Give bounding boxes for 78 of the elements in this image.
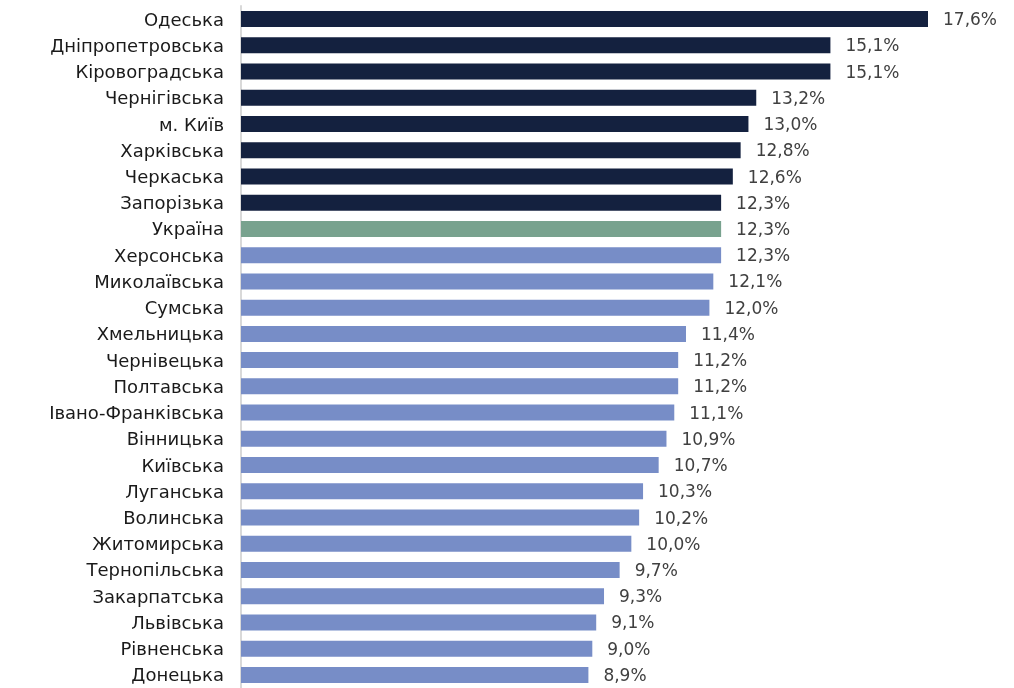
data-label: 11,4% [700,323,755,344]
y-tick-label: Запорізька [120,192,224,214]
bar [241,325,686,342]
data-label: 11,1% [689,402,744,423]
y-tick-label: Дніпропетровська [50,34,224,56]
y-tick-label: Чернівецька [105,349,224,371]
bar [241,168,733,185]
data-label: 12,3% [736,245,791,266]
data-label: 15,1% [845,35,900,56]
y-tick-label: Закарпатська [92,585,224,607]
y-tick-label: Житомирська [92,533,224,555]
data-label: 10,2% [654,507,709,528]
y-tick-label: Харківська [120,139,224,161]
data-label: 11,2% [693,350,748,371]
bar [241,404,675,421]
data-label: 8,9% [603,664,647,685]
bar [241,378,679,395]
bar [241,352,679,369]
data-label: 12,8% [755,140,810,161]
y-tick-label: Львівська [131,611,224,633]
y-tick-label: Донецька [131,664,224,686]
y-tick-label: Волинська [123,507,224,528]
y-tick-label: Сумська [144,297,224,319]
bar [241,194,722,211]
y-tick-label: Херсонська [114,244,224,266]
bar [241,483,644,500]
bar [241,666,589,683]
y-tick-label: Київська [141,454,224,476]
data-label: 10,7% [673,455,728,476]
data-label: 9,7% [634,559,678,580]
y-tick-label: Одеська [143,8,224,30]
data-label: 11,2% [693,376,748,397]
bar [241,299,710,316]
y-tick-label: Черкаська [124,166,224,187]
y-tick-label: Миколаївська [94,270,224,292]
data-label: 12,3% [736,192,791,213]
bar [241,116,749,133]
bar [241,640,593,657]
bar [241,614,597,631]
bar [241,535,632,552]
bar [241,561,620,578]
bar [241,142,741,159]
data-label: 10,9% [681,428,736,449]
data-label: 9,0% [607,638,651,659]
data-label: 9,3% [619,586,663,607]
bar [241,509,640,526]
data-label: 13,2% [771,87,826,108]
y-tick-label: Полтавська [113,375,224,397]
data-label: 12,0% [724,297,779,318]
bar [241,37,831,54]
y-tick-label: Івано-Франківська [49,402,224,424]
bar [241,11,928,28]
data-label: 12,1% [728,271,783,292]
data-label: 17,6% [943,9,998,30]
bar [241,430,667,447]
data-label: 15,1% [845,61,900,82]
bar [241,457,659,474]
data-label: 10,3% [658,481,713,502]
bar [241,89,757,106]
bar [241,247,722,264]
y-tick-label: Хмельницька [96,323,224,345]
y-tick-label: Україна [151,218,224,240]
y-tick-label: Тернопільська [85,559,224,581]
bar [241,63,831,80]
data-label: 12,3% [736,218,791,239]
y-tick-label: м. Київ [158,113,224,135]
y-tick-label: Луганська [125,480,224,502]
data-label: 9,1% [611,612,655,633]
data-label: 13,0% [763,114,818,135]
data-label: 12,6% [747,166,802,187]
y-tick-label: Рівненська [120,638,224,660]
y-tick-label: Чернігівська [104,87,224,109]
y-tick-label: Кіровоградська [75,61,224,83]
bar [241,588,605,605]
data-label: 10,0% [646,533,701,554]
bar [241,220,722,237]
bar [241,273,714,290]
y-tick-label: Вінницька [126,428,224,450]
